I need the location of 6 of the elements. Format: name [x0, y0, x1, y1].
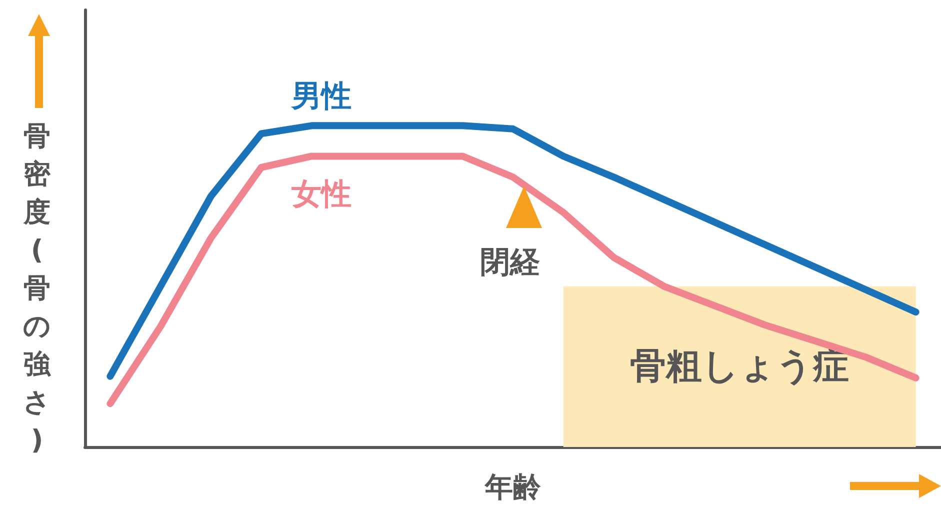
series-label: 男性 [292, 78, 352, 116]
text: 骨密度(骨の強さ) [23, 121, 51, 456]
annotation: 閉経 [480, 244, 540, 282]
x-axis-title: 年齢 [484, 470, 541, 504]
band-label: 骨粗しょう症 [630, 346, 850, 388]
series-label: 女性 [292, 176, 352, 214]
